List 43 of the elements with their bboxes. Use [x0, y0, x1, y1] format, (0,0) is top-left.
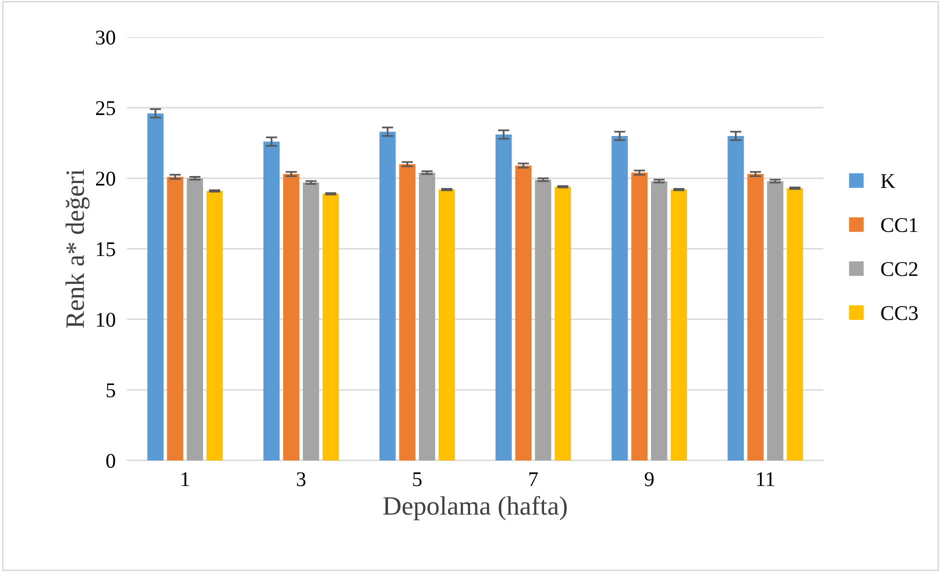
bar: [670, 190, 688, 460]
x-tick-label: 11: [757, 472, 774, 486]
bar: [747, 174, 764, 460]
y-tick-label: 25: [96, 101, 116, 116]
x-tick-label: 5: [413, 472, 422, 486]
legend-label: CC3: [881, 306, 918, 320]
bar: [418, 172, 436, 460]
bar: [167, 176, 184, 460]
y-tick-label: 5: [106, 384, 116, 398]
bar: [263, 142, 280, 460]
y-axis-title: Renk a* değeri: [66, 169, 90, 328]
bar: [728, 136, 744, 460]
bar: [496, 134, 512, 460]
y-tick-label: 0: [106, 454, 116, 468]
x-tick-label: 9: [644, 472, 654, 486]
bar: [631, 172, 648, 460]
legend-label: K: [880, 174, 896, 188]
y-tick-label: 10: [96, 312, 116, 327]
x-axis-title: Depolama (hafta): [383, 496, 567, 520]
bar: [612, 136, 628, 460]
y-tick-label: 15: [96, 242, 116, 256]
legend-label: CC2: [881, 262, 918, 276]
legend-label: CC1: [881, 218, 918, 232]
y-tick-label: 20: [96, 172, 116, 186]
bar: [147, 113, 164, 460]
y-tick-label: 30: [96, 30, 116, 45]
bar: [651, 181, 668, 460]
bar: [786, 188, 804, 460]
bar: [186, 178, 204, 460]
bar: [554, 186, 571, 460]
bar: [399, 164, 416, 460]
bar: [302, 182, 320, 460]
bar: [379, 132, 396, 460]
x-tick-label: 3: [296, 472, 306, 486]
bar: [438, 190, 455, 460]
bar: [206, 190, 223, 460]
x-tick-label: 7: [529, 472, 538, 486]
bar: [767, 181, 784, 460]
bar: [534, 180, 552, 460]
bar: [283, 174, 300, 460]
bar: [515, 166, 532, 460]
x-tick-label: 1: [182, 472, 190, 486]
bar: [322, 194, 339, 460]
